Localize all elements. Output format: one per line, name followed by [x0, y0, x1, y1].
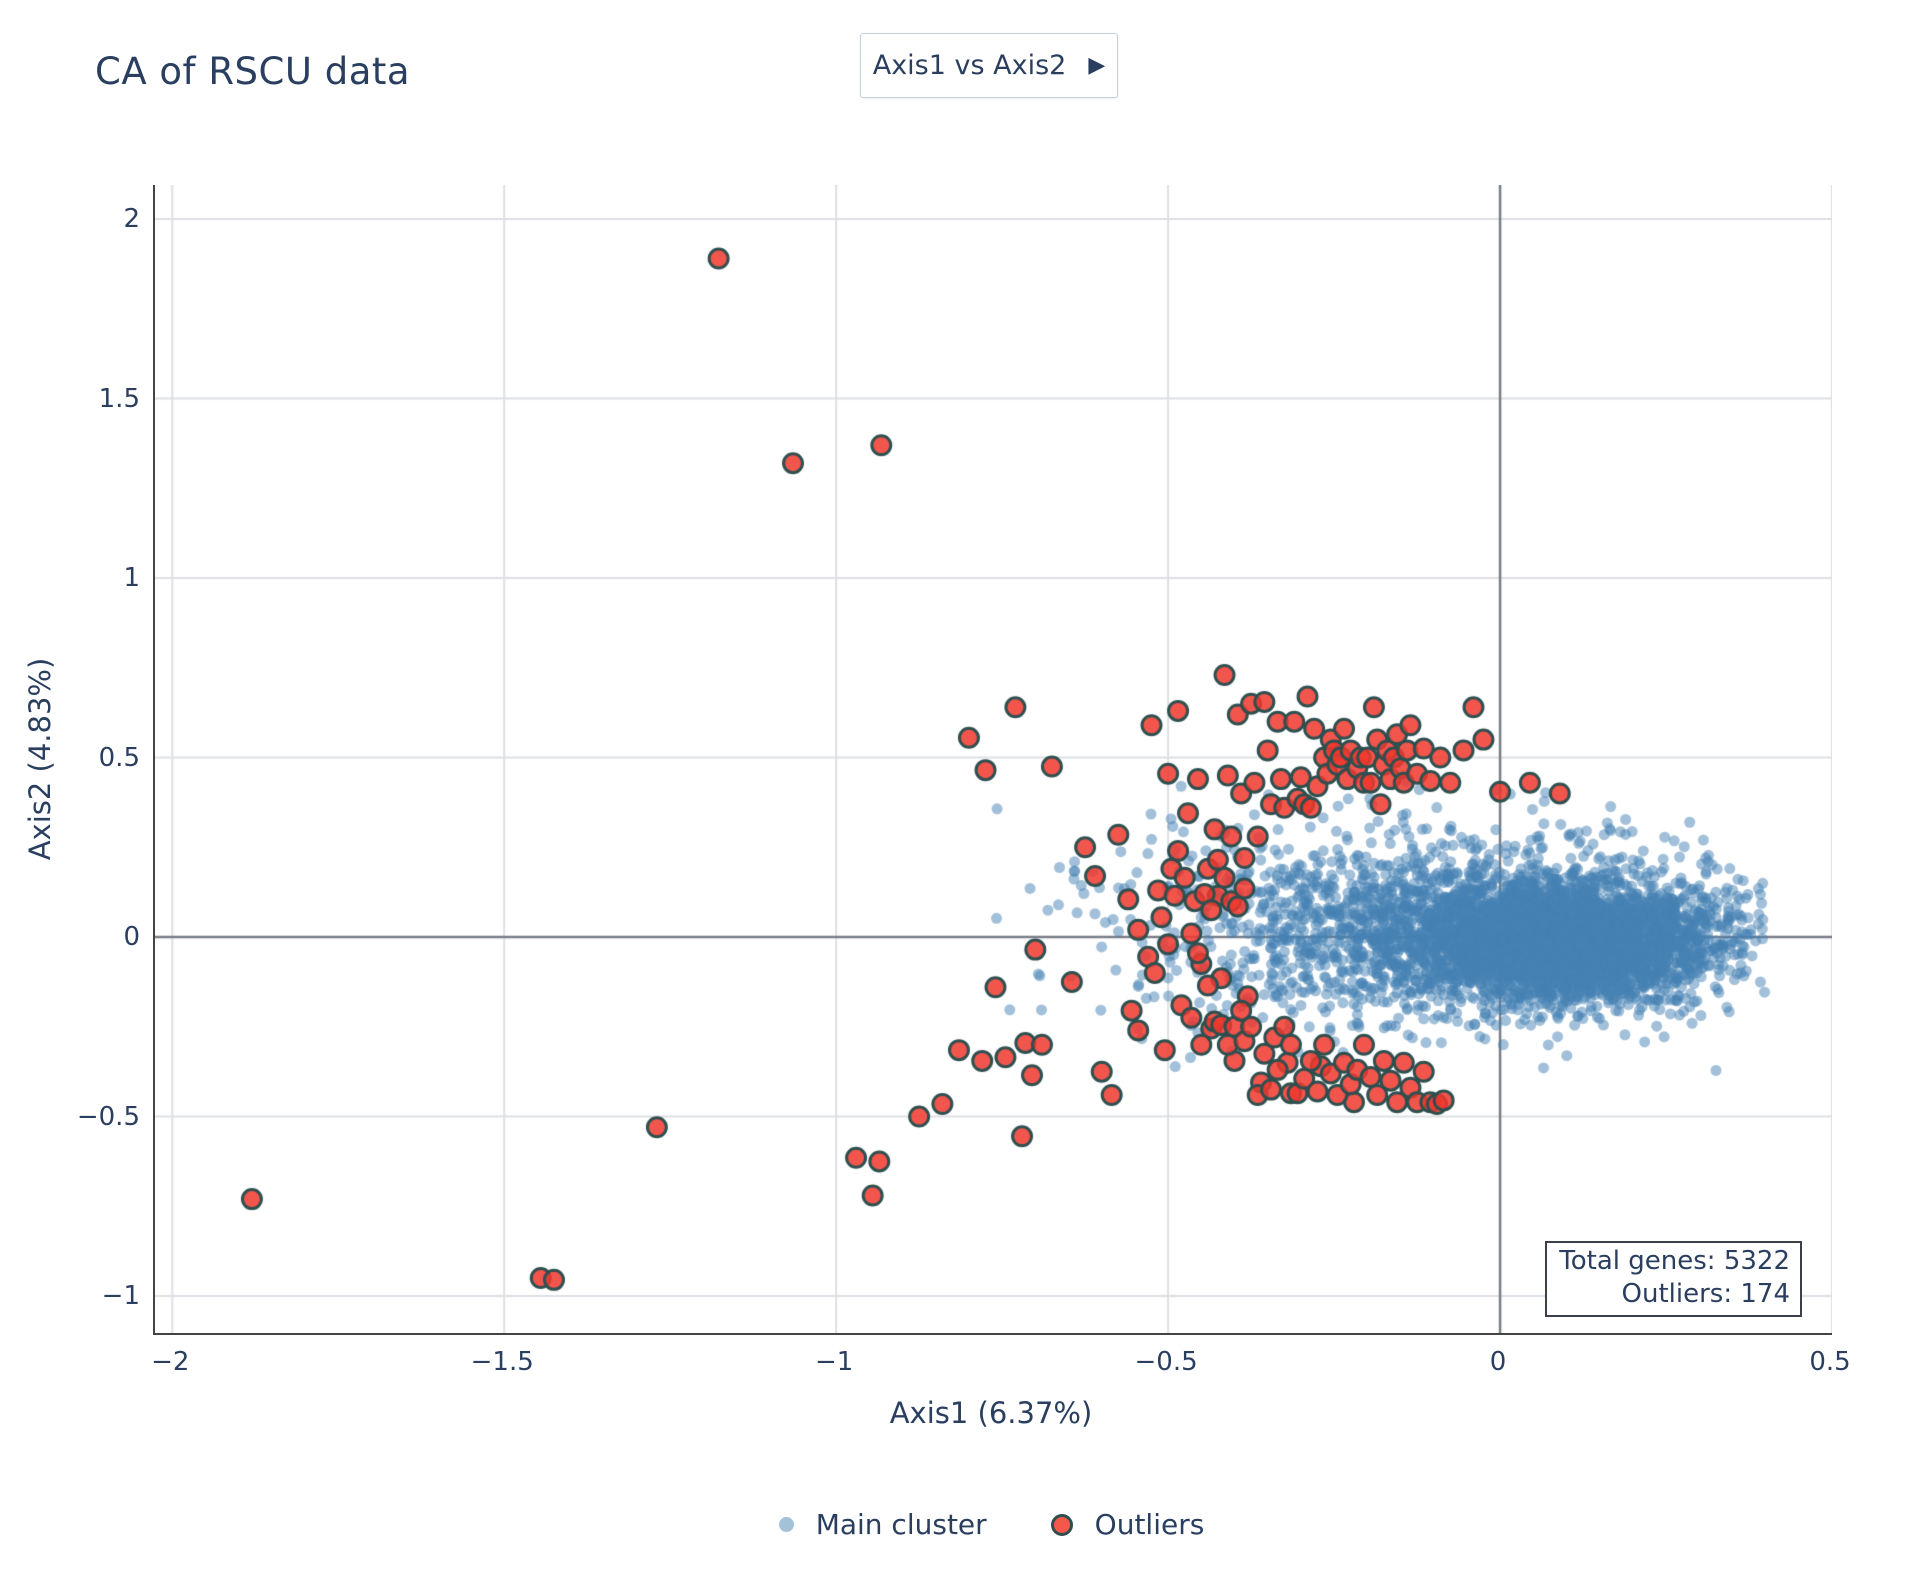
legend-label-main-cluster: Main cluster — [815, 1508, 987, 1541]
x-tick-label: 0.5 — [1809, 1347, 1851, 1377]
legend: Main cluster Outliers — [153, 1508, 1830, 1541]
outliers-dot-icon — [1050, 1513, 1073, 1536]
axis-selector-button[interactable]: Axis1 vs Axis2 ▶ — [860, 33, 1118, 98]
y-tick-label: −1 — [101, 1281, 140, 1312]
legend-item-outliers[interactable]: Outliers — [1050, 1508, 1205, 1541]
x-axis-title: Axis1 (6.37%) — [889, 1396, 1093, 1430]
y-axis-title: Axis2 (4.83%) — [23, 657, 57, 861]
x-tick-label: 0 — [1489, 1347, 1507, 1377]
legend-item-main-cluster[interactable]: Main cluster — [778, 1508, 987, 1541]
y-tick-label: 2 — [123, 204, 140, 235]
x-tick-label: −2 — [151, 1347, 190, 1377]
main-cluster-dot-icon — [778, 1517, 794, 1532]
y-tick-label: 1.5 — [98, 383, 140, 414]
outliers-count-text: Outliers: 174 — [1621, 1279, 1790, 1309]
x-tick-label: −0.5 — [1134, 1347, 1198, 1377]
x-tick-label: −1.5 — [470, 1347, 534, 1377]
play-arrow-icon: ▶ — [1088, 52, 1106, 78]
total-genes-text: Total genes: 5322 — [1559, 1246, 1790, 1276]
x-tick-label: −1 — [814, 1347, 854, 1377]
stats-annotation-box: Total genes: 5322 Outliers: 174 — [1545, 1241, 1802, 1317]
page-title: CA of RSCU data — [95, 50, 411, 93]
axis-selector-label: Axis1 vs Axis2 — [872, 50, 1067, 81]
scatter-canvas[interactable] — [155, 185, 1832, 1333]
plot-area — [153, 185, 1832, 1335]
y-tick-label: −0.5 — [76, 1101, 140, 1132]
legend-label-outliers: Outliers — [1094, 1508, 1205, 1541]
